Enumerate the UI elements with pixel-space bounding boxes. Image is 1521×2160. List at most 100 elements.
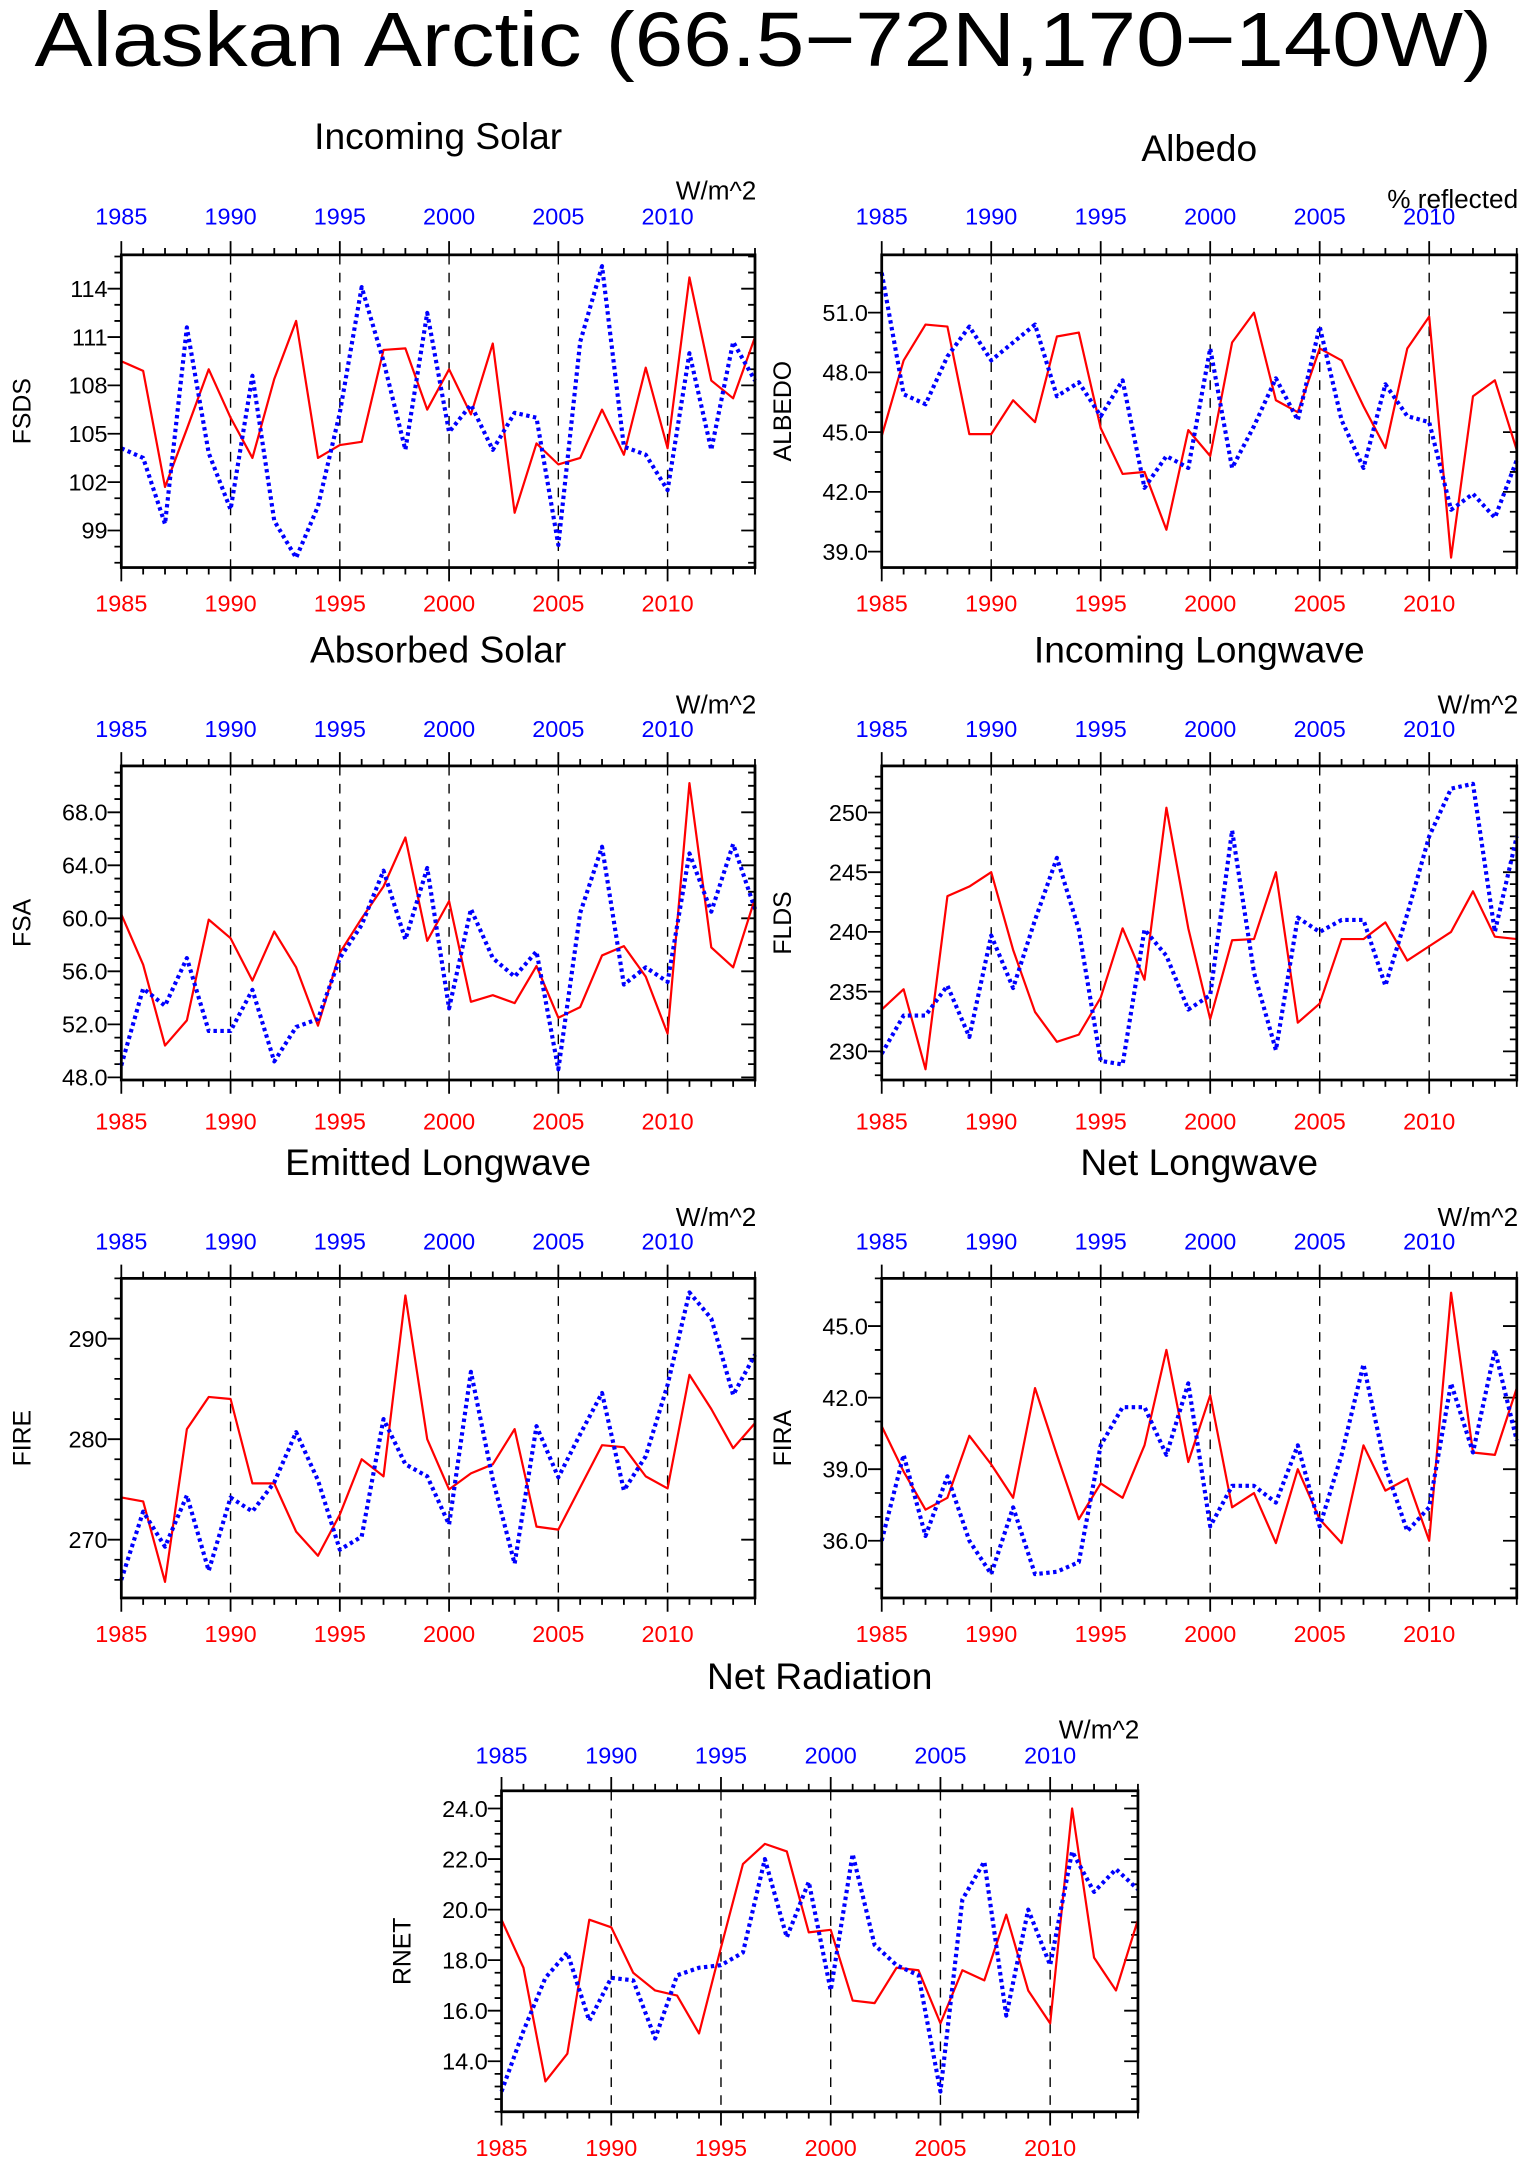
x-tick-label-bottom: 2010 [642,591,694,617]
x-tick-label-bottom: 2005 [532,1621,584,1647]
tick-marks [487,1777,1139,2126]
y-axis-label: ALBEDO [770,361,797,462]
x-tick-label-bottom: 2000 [423,1621,475,1647]
y-tick-label: 60.0 [62,906,108,932]
x-tick-label-bottom: 1985 [95,591,147,617]
y-tick-label: 18.0 [442,1947,488,1973]
panel-fira: Net Longwave W/m^2 FIRA 1985 1985 1990 1990 199… [770,1141,1519,1647]
x-tick-label-top: 2000 [423,1228,475,1254]
x-tick-label-top: 2005 [1294,716,1346,742]
x-tick-label-top: 2010 [1403,1228,1455,1254]
figure-title: Alaskan Arctic (66.5−72N,170−140W) [35,0,1492,83]
y-tick-label: 290 [68,1326,107,1352]
x-tick-label-bottom: 1990 [965,1109,1017,1135]
plot-frame [500,1789,1140,2114]
y-tick-label: 56.0 [62,959,108,985]
x-tick-label-bottom: 2005 [1294,1109,1346,1135]
panels: Incoming Solar W/m^2 FSDS 1985 1985 1990 1990 1… [9,115,1519,2160]
x-tick-label-top: 2010 [1024,1742,1076,1768]
x-tick-label-bottom: 1990 [205,1109,257,1135]
blue-dotted-series-line [879,272,1519,520]
panel-title: Emitted Longwave [285,1141,591,1183]
x-tick-label-bottom: 1995 [1075,1621,1127,1647]
x-tick-label-top: 1985 [95,1228,147,1254]
x-tick-label-top: 2000 [1184,1228,1236,1254]
x-tick-label-top: 2005 [1294,1228,1346,1254]
x-tick-label-bottom: 2000 [423,1109,475,1135]
x-tick-label-top: 2010 [642,1228,694,1254]
red-solid-series-line [880,806,1517,1071]
x-tick-label-top: 1990 [205,716,257,742]
red-solid-series-line [880,1291,1518,1545]
y-tick-label: 230 [829,1039,868,1065]
x-tick-label-top: 1995 [314,204,366,230]
x-tick-label-top: 1995 [314,716,366,742]
x-tick-label-bottom: 1985 [95,1621,147,1647]
y-tick-label: 102 [68,469,107,495]
x-tick-label-top: 2005 [532,716,584,742]
y-tick-label: 250 [829,800,868,826]
x-tick-label-top: 1995 [1075,1228,1127,1254]
red-solid-series-line [120,782,757,1047]
tick-marks [107,1264,756,1612]
x-tick-label-top: 2010 [1403,716,1455,742]
y-tick-label: 36.0 [822,1528,868,1554]
y-axis-label: FSA [9,898,36,947]
x-tick-label-bottom: 2010 [1403,591,1455,617]
x-tick-label-top: 2010 [642,716,694,742]
x-tick-label-bottom: 1995 [314,591,366,617]
x-tick-label-top: 2000 [805,1742,857,1768]
y-tick-label: 114 [70,276,107,302]
panel-flds: Incoming Longwave W/m^2 FLDS 1985 1985 1990 19… [770,629,1519,1135]
y-tick-label: 14.0 [442,2049,488,2075]
x-tick-label-top: 2005 [1294,204,1346,230]
x-tick-label-top: 2000 [1184,716,1236,742]
plot-frame [880,764,1519,1082]
x-tick-label-bottom: 2010 [1403,1109,1455,1135]
y-tick-label: 45.0 [822,419,868,445]
blue-dotted-series-line [119,1290,757,1581]
x-tick-label-top: 1985 [856,204,908,230]
x-tick-label-top: 1995 [1075,716,1127,742]
x-tick-label-top: 2005 [914,1742,966,1768]
x-tick-label-bottom: 2000 [1184,1621,1236,1647]
panel-title: Absorbed Solar [310,629,566,671]
y-tick-label: 245 [829,859,868,885]
x-tick-label-top: 1990 [585,1742,637,1768]
y-axis-label: FIRA [770,1409,797,1466]
x-tick-label-bottom: 2010 [642,1621,694,1647]
x-tick-label-bottom: 2005 [1294,1621,1346,1647]
x-tick-label-top: 2000 [423,204,475,230]
tick-marks [867,241,1518,582]
x-tick-label-bottom: 1995 [1075,591,1127,617]
x-tick-label-bottom: 1985 [856,591,908,617]
x-tick-label-bottom: 2010 [1024,2135,1076,2160]
y-tick-label: 235 [829,979,868,1005]
y-tick-label: 111 [72,324,108,350]
panel-fire: Emitted Longwave W/m^2 FIRE 1985 1985 1990 199… [9,1141,757,1647]
units-label: W/m^2 [676,176,757,206]
panel-rnet: Net Radiation W/m^2 RNET 1985 1985 1990 1990 19… [390,1655,1140,2160]
x-tick-label-bottom: 1990 [965,591,1017,617]
panel-title: Net Radiation [707,1655,932,1697]
units-label: % reflected [1387,184,1518,214]
panel-fsds: Incoming Solar W/m^2 FSDS 1985 1985 1990 1990 1… [9,115,757,617]
x-tick-label-bottom: 2005 [1294,591,1346,617]
x-tick-label-top: 1995 [1075,204,1127,230]
y-tick-label: 48.0 [822,360,868,386]
x-tick-label-bottom: 1985 [856,1109,908,1135]
x-tick-label-bottom: 1985 [475,2135,527,2160]
x-tick-label-bottom: 1985 [95,1109,147,1135]
panel-albedo: Albedo % reflected ALBEDO 1985 1985 1990 1990 1… [770,127,1519,617]
x-tick-label-bottom: 2005 [532,591,584,617]
x-tick-label-top: 1985 [856,1228,908,1254]
red-solid-series-line [120,276,757,514]
x-tick-label-top: 2005 [532,204,584,230]
y-tick-label: 270 [68,1527,107,1553]
x-tick-label-top: 2010 [1403,204,1455,230]
y-tick-label: 22.0 [442,1846,488,1872]
red-solid-series-line [500,1807,1140,2083]
x-tick-label-top: 2000 [423,716,475,742]
y-tick-label: 42.0 [822,1385,868,1411]
